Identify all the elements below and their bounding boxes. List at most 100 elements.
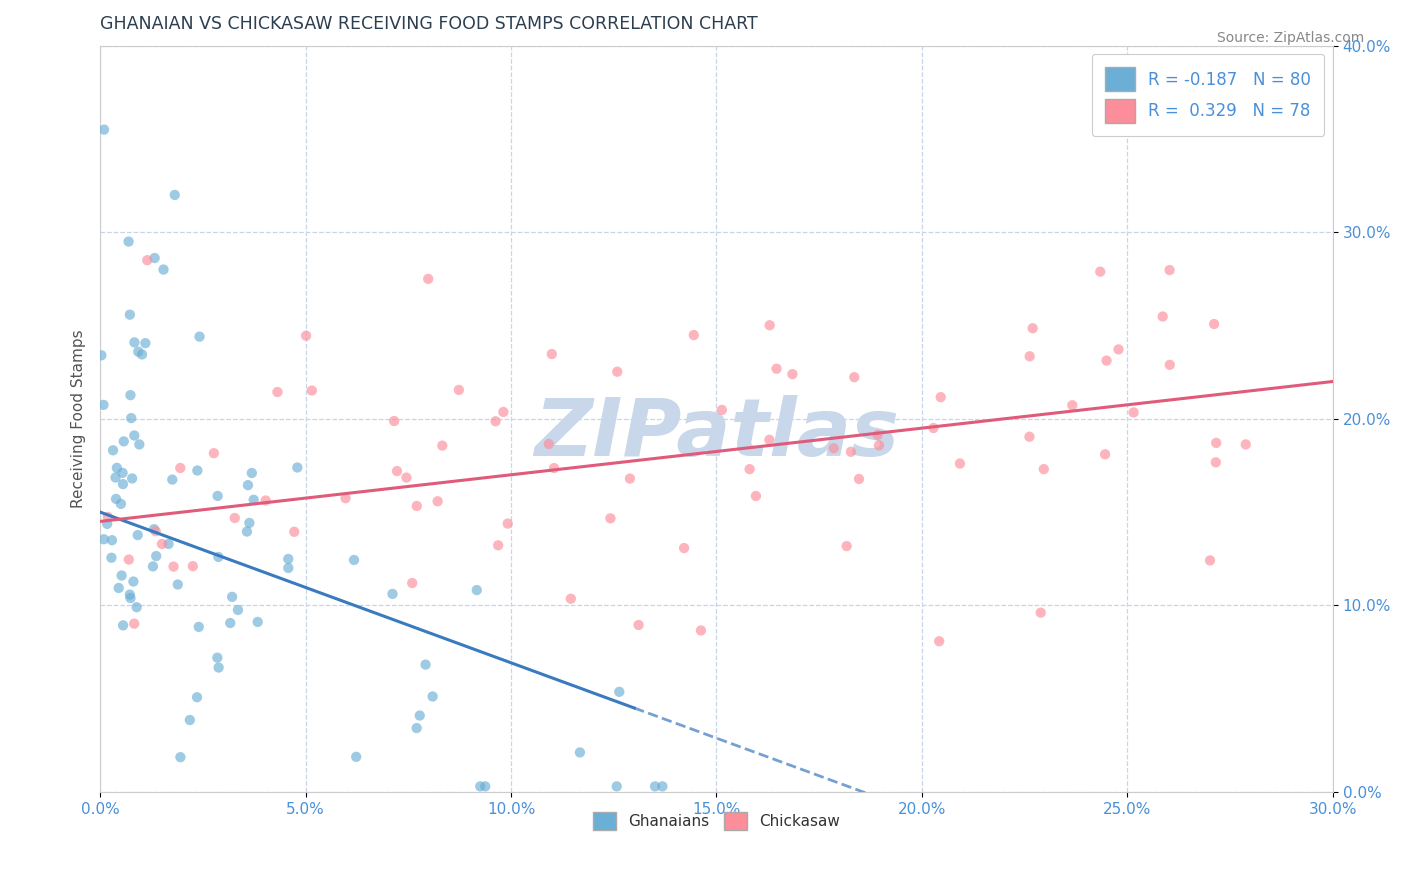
Point bbox=[738, 462, 761, 476]
Point bbox=[568, 746, 591, 760]
Point bbox=[120, 591, 142, 605]
Point bbox=[266, 384, 288, 399]
Point bbox=[1199, 553, 1222, 567]
Point bbox=[422, 690, 444, 704]
Point bbox=[107, 581, 129, 595]
Point bbox=[381, 587, 404, 601]
Point bbox=[122, 616, 145, 631]
Point bbox=[343, 553, 366, 567]
Point bbox=[1204, 317, 1226, 331]
Point bbox=[221, 590, 243, 604]
Point bbox=[254, 493, 277, 508]
Point bbox=[90, 348, 112, 362]
Point bbox=[110, 497, 132, 511]
Point bbox=[122, 574, 145, 589]
Point bbox=[242, 492, 264, 507]
Point bbox=[187, 620, 209, 634]
Point bbox=[169, 750, 191, 764]
Point bbox=[283, 524, 305, 539]
Point bbox=[474, 780, 496, 794]
Point bbox=[1021, 321, 1043, 335]
Point bbox=[415, 657, 437, 672]
Point bbox=[651, 780, 673, 794]
Text: GHANAIAN VS CHICKASAW RECEIVING FOOD STAMPS CORRELATION CHART: GHANAIAN VS CHICKASAW RECEIVING FOOD STA… bbox=[100, 15, 758, 33]
Point bbox=[186, 463, 208, 477]
Point bbox=[682, 328, 704, 343]
Point bbox=[848, 472, 870, 486]
Y-axis label: Receiving Food Stamps: Receiving Food Stamps bbox=[72, 329, 86, 508]
Point bbox=[112, 434, 135, 449]
Point bbox=[758, 318, 780, 333]
Point bbox=[145, 524, 167, 538]
Point bbox=[868, 438, 890, 452]
Point bbox=[745, 489, 768, 503]
Point bbox=[432, 439, 454, 453]
Point bbox=[125, 600, 148, 615]
Text: Source: ZipAtlas.com: Source: ZipAtlas.com bbox=[1216, 31, 1364, 45]
Point bbox=[599, 511, 621, 525]
Point bbox=[447, 383, 470, 397]
Point bbox=[486, 538, 509, 552]
Point bbox=[238, 516, 260, 530]
Point bbox=[162, 473, 184, 487]
Point bbox=[120, 411, 142, 425]
Point bbox=[224, 511, 246, 525]
Point bbox=[537, 437, 560, 451]
Point bbox=[124, 335, 146, 350]
Point bbox=[111, 466, 134, 480]
Point bbox=[1234, 437, 1257, 451]
Point bbox=[152, 262, 174, 277]
Point bbox=[219, 615, 242, 630]
Point bbox=[118, 308, 141, 322]
Point bbox=[127, 344, 149, 359]
Point bbox=[166, 577, 188, 591]
Point bbox=[207, 489, 229, 503]
Point bbox=[127, 528, 149, 542]
Point bbox=[101, 443, 124, 458]
Point bbox=[690, 624, 713, 638]
Point bbox=[465, 583, 488, 598]
Point bbox=[112, 618, 135, 632]
Point bbox=[145, 549, 167, 563]
Point bbox=[619, 472, 641, 486]
Point bbox=[560, 591, 582, 606]
Point bbox=[866, 428, 889, 442]
Point bbox=[236, 524, 259, 539]
Point bbox=[120, 388, 142, 402]
Point bbox=[97, 509, 120, 524]
Point bbox=[226, 603, 249, 617]
Point bbox=[169, 461, 191, 475]
Point bbox=[110, 568, 132, 582]
Point bbox=[839, 444, 862, 458]
Point bbox=[758, 433, 780, 447]
Point bbox=[673, 541, 696, 555]
Point bbox=[1018, 430, 1040, 444]
Point bbox=[105, 491, 128, 506]
Point bbox=[118, 552, 141, 566]
Point bbox=[1152, 310, 1174, 324]
Point bbox=[1032, 462, 1054, 476]
Legend: Ghanaians, Chickasaw: Ghanaians, Chickasaw bbox=[586, 805, 846, 837]
Point bbox=[246, 615, 269, 629]
Point bbox=[93, 122, 115, 136]
Point bbox=[104, 470, 127, 484]
Point bbox=[644, 780, 666, 794]
Point bbox=[1205, 455, 1227, 469]
Point bbox=[301, 384, 323, 398]
Point bbox=[131, 347, 153, 361]
Point bbox=[395, 470, 418, 484]
Point bbox=[101, 533, 124, 548]
Point bbox=[236, 478, 259, 492]
Point bbox=[606, 780, 628, 794]
Point bbox=[128, 437, 150, 451]
Point bbox=[118, 588, 141, 602]
Point bbox=[105, 461, 128, 475]
Point bbox=[543, 461, 565, 475]
Point bbox=[207, 660, 229, 674]
Point bbox=[409, 708, 432, 723]
Point bbox=[100, 550, 122, 565]
Point bbox=[949, 457, 972, 471]
Point bbox=[1062, 398, 1084, 412]
Point bbox=[117, 235, 139, 249]
Point bbox=[163, 188, 186, 202]
